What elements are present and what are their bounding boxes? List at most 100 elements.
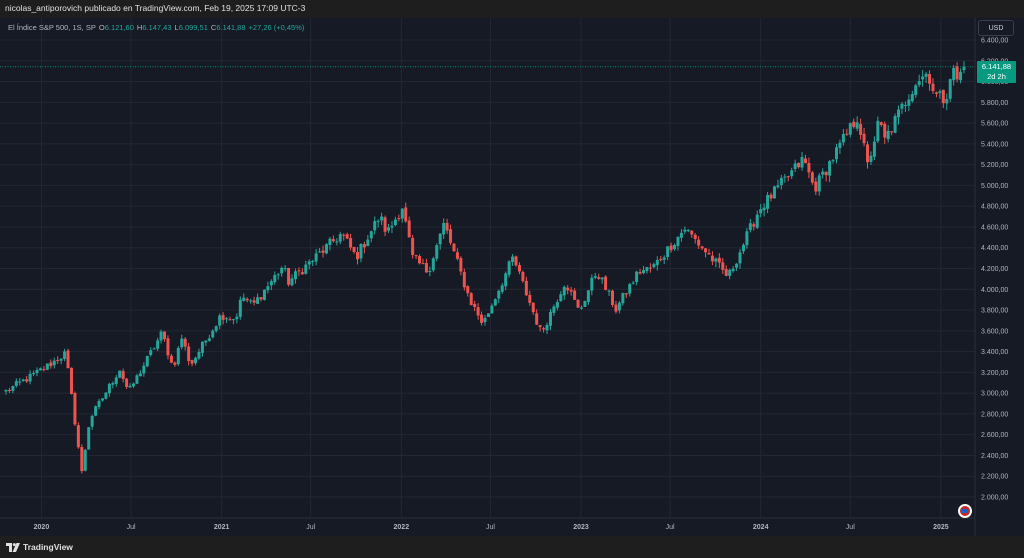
time-tick-label: 2022 xyxy=(394,524,410,531)
candle-body xyxy=(80,447,84,472)
candle-body xyxy=(52,360,56,366)
candle-body xyxy=(173,362,177,365)
price-tick-label: 3.800,00 xyxy=(981,308,1008,315)
candle-body xyxy=(338,234,342,242)
time-tick-label: Jul xyxy=(306,524,315,531)
candle-body xyxy=(693,234,697,240)
candle-body xyxy=(25,379,29,382)
grid-lines xyxy=(0,18,975,518)
candle-body xyxy=(810,172,814,183)
candle-body xyxy=(242,297,246,301)
candle-body xyxy=(948,79,952,99)
price-chart[interactable]: 6.400,006.200,006.000,005.800,005.600,00… xyxy=(0,18,1024,536)
last-price-badge: 6.141,88 2d 2h xyxy=(977,61,1016,83)
candle-body xyxy=(645,267,649,271)
candle-body xyxy=(745,231,749,246)
candle-body xyxy=(335,241,339,243)
candle-body xyxy=(145,355,149,367)
candle-body xyxy=(35,369,39,374)
price-tick-label: 4.600,00 xyxy=(981,224,1008,231)
candle-body xyxy=(21,379,25,381)
candle-body xyxy=(869,155,873,162)
candle-body xyxy=(579,307,583,309)
candle-body xyxy=(586,290,590,302)
candle-body xyxy=(380,216,384,221)
price-tick-label: 2.200,00 xyxy=(981,474,1008,481)
tradingview-logo[interactable]: TradingView xyxy=(6,542,73,552)
candle-body xyxy=(538,325,542,328)
candle-body xyxy=(493,299,497,306)
candle-body xyxy=(528,294,532,303)
candle-body xyxy=(238,299,242,317)
currency-button[interactable]: USD xyxy=(978,20,1014,36)
time-tick-label: Jul xyxy=(486,524,495,531)
tradingview-logo-icon xyxy=(6,542,20,552)
candle-body xyxy=(207,338,211,341)
candle-body xyxy=(721,262,725,270)
bar-countdown-label: 2d 2h xyxy=(987,72,1006,81)
candle-body xyxy=(11,385,15,391)
candle-body xyxy=(797,162,801,168)
candle-body xyxy=(793,163,797,169)
candle-body xyxy=(114,377,118,384)
candle-body xyxy=(407,220,411,238)
candle-body xyxy=(235,316,239,320)
candle-body xyxy=(700,246,704,249)
candle-body xyxy=(393,219,397,226)
candle-body xyxy=(934,92,938,94)
candle-body xyxy=(662,257,666,260)
time-tick-label: Jul xyxy=(127,524,136,531)
candle-body xyxy=(138,373,142,377)
price-tick-label: 5.400,00 xyxy=(981,141,1008,148)
candle-body xyxy=(480,314,484,323)
candle-body xyxy=(293,271,297,280)
candle-body xyxy=(321,250,325,253)
price-tick-label: 3.400,00 xyxy=(981,349,1008,356)
us-flag-event-icon[interactable] xyxy=(958,504,972,518)
candle-body xyxy=(755,214,759,228)
candle-body xyxy=(190,360,194,364)
candle-body xyxy=(921,76,925,80)
time-tick-label: 2023 xyxy=(573,524,589,531)
candle-body xyxy=(607,290,611,292)
candle-body xyxy=(504,273,508,287)
chart-panel[interactable]: 6.400,006.200,006.000,005.800,005.600,00… xyxy=(0,18,1024,536)
candle-body xyxy=(738,252,742,264)
high-key: H xyxy=(136,23,143,32)
top-bar: nicolas_antiporovich publicado en Tradin… xyxy=(0,0,1024,18)
candle-body xyxy=(73,392,77,425)
candle-body xyxy=(483,317,487,323)
candle-body xyxy=(269,281,273,286)
candle-body xyxy=(507,261,511,275)
time-tick-label: 2020 xyxy=(34,524,50,531)
price-tick-label: 6.400,00 xyxy=(981,38,1008,45)
candle-body xyxy=(907,99,911,106)
candle-body xyxy=(535,313,539,325)
time-axis[interactable]: 2020 Jul 2021 Jul 2022 Jul 2023 Jul 2024 Jul 2025 xyxy=(0,517,975,531)
price-axis[interactable]: 6.400,006.200,006.000,005.800,005.600,00… xyxy=(974,18,1008,536)
candle-body xyxy=(424,262,428,273)
candle-body xyxy=(959,71,963,81)
candle-body xyxy=(87,427,91,450)
candle-body xyxy=(879,122,883,125)
candle-body xyxy=(438,233,442,245)
candle-body xyxy=(245,298,249,301)
price-tick-label: 5.800,00 xyxy=(981,100,1008,107)
candle-body xyxy=(66,350,70,369)
candle-body xyxy=(828,161,832,176)
candle-body xyxy=(431,258,435,271)
candle-body xyxy=(566,287,570,291)
candle-body xyxy=(772,186,776,199)
candle-body xyxy=(476,307,480,316)
candle-body xyxy=(486,313,490,317)
candle-body xyxy=(786,176,790,178)
symbol-name[interactable]: El Índice S&P 500, 1S, SP xyxy=(8,23,96,32)
time-tick-label: Jul xyxy=(666,524,675,531)
candle-body xyxy=(883,123,887,138)
candle-body xyxy=(466,286,470,294)
candle-body xyxy=(104,392,108,399)
candle-body xyxy=(834,147,838,160)
candle-body xyxy=(352,246,356,253)
candle-body xyxy=(928,73,932,84)
candle-body xyxy=(500,285,504,292)
